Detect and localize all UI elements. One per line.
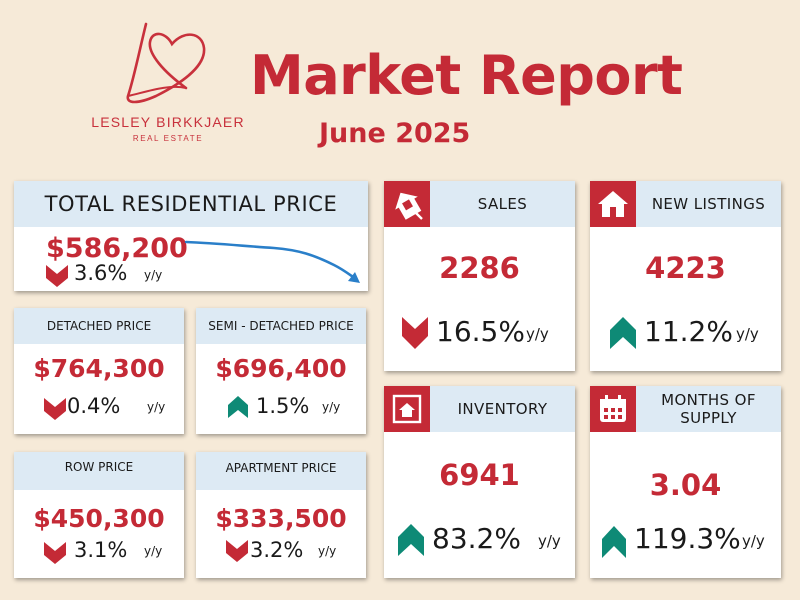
page-subtitle: June 2025: [319, 118, 471, 149]
inventory-tile: INVENTORY 6941 83.2% y/y: [384, 386, 575, 578]
sales-label: SALES: [430, 181, 575, 227]
house-icon: [590, 181, 636, 227]
new-listings-value: 4223: [645, 251, 726, 285]
inventory-change: 83.2%: [432, 522, 521, 555]
total-price-card: TOTAL RESIDENTIAL PRICE $586,200 3.6% y/…: [14, 181, 368, 291]
up-chevron-icon: [228, 396, 248, 418]
down-chevron-icon: [44, 542, 66, 564]
new-listings-tile: NEW LISTINGS 4223 11.2% y/y: [590, 181, 781, 371]
total-price-change: 3.6%: [74, 261, 128, 285]
row-price-unit: y/y: [144, 544, 163, 558]
sales-value: 2286: [439, 251, 520, 285]
semi-detached-price-change: 1.5%: [256, 394, 310, 418]
total-price-unit: y/y: [144, 268, 163, 282]
sales-tile: SALES 2286 16.5% y/y: [384, 181, 575, 371]
sales-unit: y/y: [526, 325, 549, 343]
months-of-supply-change: 119.3%: [634, 522, 741, 555]
house-tag-icon: [384, 181, 430, 227]
apartment-price-change: 3.2%: [250, 538, 304, 562]
new-listings-label: NEW LISTINGS: [636, 181, 781, 227]
brand-sub: REAL ESTATE: [132, 134, 204, 143]
up-chevron-icon: [602, 526, 626, 558]
new-listings-unit: y/y: [736, 325, 759, 343]
up-chevron-icon: [398, 524, 424, 556]
page-title: Market Report: [250, 44, 683, 107]
months-of-supply-label: MONTHS OF SUPPLY: [636, 386, 781, 432]
detached-price-unit: y/y: [147, 400, 166, 414]
detached-price-change: 0.4%: [67, 394, 121, 418]
detached-price-card: DETACHED PRICE $764,300 0.4% y/y: [14, 308, 184, 434]
down-chevron-icon: [226, 540, 248, 562]
months-of-supply-value: 3.04: [649, 468, 722, 502]
down-chevron-icon: [402, 317, 428, 349]
inventory-label: INVENTORY: [430, 386, 575, 432]
months-of-supply-tile: MONTHS OF SUPPLY 3.04 119.3% y/y: [590, 386, 781, 578]
calendar-icon: [590, 386, 636, 432]
inventory-unit: y/y: [538, 532, 561, 550]
apartment-price-label: APARTMENT PRICE: [196, 452, 366, 490]
down-chevron-icon: [44, 398, 66, 420]
price-trend-line: [184, 240, 360, 283]
new-listings-change: 11.2%: [644, 315, 733, 348]
apartment-price-unit: y/y: [318, 544, 337, 558]
house-sign-icon: [384, 386, 430, 432]
total-price-label: TOTAL RESIDENTIAL PRICE: [14, 181, 368, 227]
semi-detached-price-label: SEMI - DETACHED PRICE: [196, 308, 366, 344]
apartment-price-value: $333,500: [215, 504, 347, 533]
row-price-change: 3.1%: [74, 538, 128, 562]
apartment-price-card: APARTMENT PRICE $333,500 3.2% y/y: [196, 452, 366, 578]
down-chevron-icon: [46, 265, 68, 287]
semi-detached-price-value: $696,400: [215, 354, 347, 383]
inventory-value: 6941: [439, 458, 520, 492]
row-price-value: $450,300: [33, 504, 165, 533]
up-chevron-icon: [610, 317, 636, 349]
sales-change: 16.5%: [436, 315, 525, 348]
months-of-supply-unit: y/y: [742, 532, 765, 550]
total-price-value: $586,200: [46, 233, 188, 264]
semi-detached-price-unit: y/y: [322, 400, 341, 414]
brand-logo: LESLEY BIRKKJAER REAL ESTATE: [78, 18, 258, 148]
row-price-label: ROW PRICE: [14, 452, 184, 490]
semi-detached-price-card: SEMI - DETACHED PRICE $696,400 1.5% y/y: [196, 308, 366, 434]
detached-price-label: DETACHED PRICE: [14, 308, 184, 344]
heart-logo-icon: [126, 22, 206, 104]
row-price-card: ROW PRICE $450,300 3.1% y/y: [14, 452, 184, 578]
brand-name: LESLEY BIRKKJAER: [91, 114, 245, 130]
detached-price-value: $764,300: [33, 354, 165, 383]
